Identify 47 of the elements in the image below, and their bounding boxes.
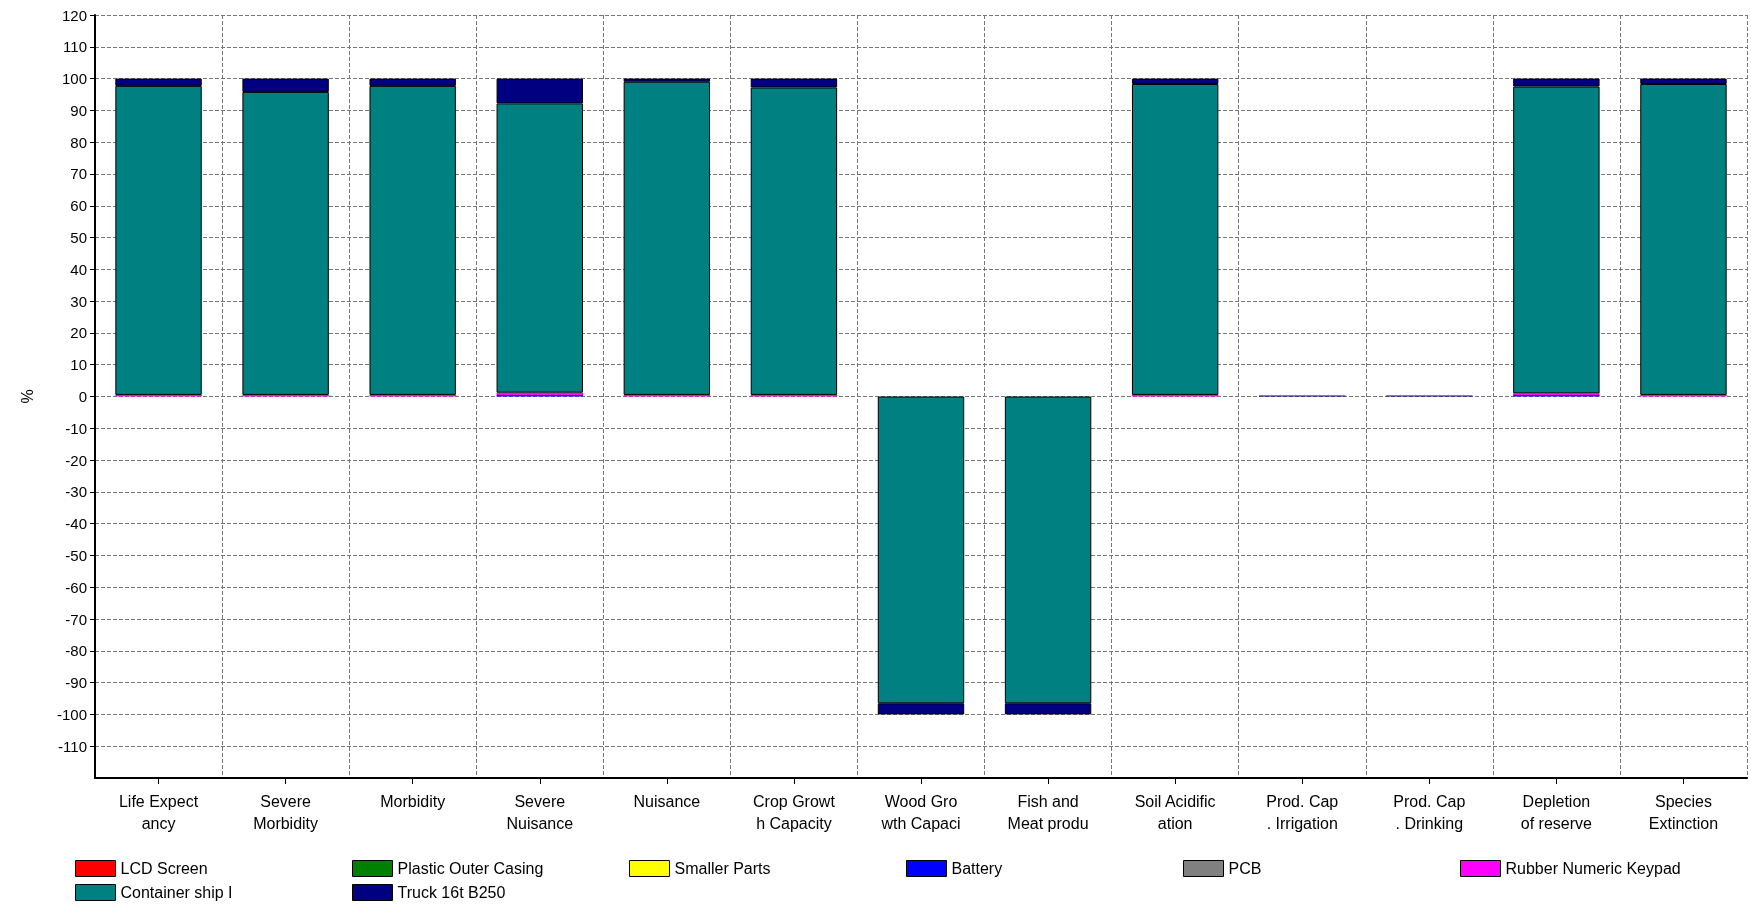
y-tick-label: 60	[70, 197, 87, 215]
x-tick-label: Prod. Cap . Drinking	[1393, 792, 1466, 832]
y-tick-label: -90	[65, 674, 87, 692]
legend-label: Plastic Outer Casing	[397, 860, 544, 877]
y-tick-label: -110	[58, 737, 87, 755]
x-tick-label: Severe Nuisance	[506, 792, 574, 832]
x-tick-label: Nuisance	[633, 792, 701, 810]
x-tick-label: Severe Morbidity	[253, 792, 319, 832]
x-tick-label: Life Expect ancy	[118, 792, 199, 832]
y-tick-label: 90	[70, 101, 87, 119]
y-tick-label: -20	[65, 451, 87, 469]
legend-label: Container ship I	[120, 884, 233, 901]
x-tick-label: Soil Acidific ation	[1134, 792, 1216, 832]
y-tick-label: -10	[65, 419, 87, 437]
y-tick-label: 10	[70, 356, 87, 374]
bar	[623, 81, 711, 395]
y-tick-label: 70	[70, 165, 87, 183]
x-tick-label: Crop Growt h Capacity	[753, 792, 836, 832]
y-tick-label: 20	[70, 324, 87, 342]
legend-label: Battery	[951, 860, 1003, 877]
y-tick-label: 50	[70, 229, 87, 247]
y-tick-label: -30	[65, 483, 87, 501]
y-tick-label: 100	[61, 70, 87, 88]
y-tick-label: -50	[65, 546, 87, 564]
x-tick-label: Fish and Meat produ	[1007, 792, 1089, 832]
y-tick-label: 110	[63, 38, 87, 56]
y-tick-label: -80	[65, 642, 87, 660]
y-tick-label: -40	[65, 515, 87, 533]
y-tick-label: 120	[61, 6, 87, 24]
y-axis-title: %	[18, 389, 36, 404]
legend-label: PCB	[1228, 860, 1262, 877]
legend-label: Rubber Numeric Keypad	[1505, 860, 1681, 877]
x-tick-label: Depletion of reserve	[1520, 792, 1593, 832]
x-tick-label: Wood Gro wth Capaci	[880, 792, 961, 832]
legend-label: LCD Screen	[120, 860, 208, 877]
x-tick-label: Prod. Cap . Irrigation	[1266, 792, 1339, 832]
y-tick-label: 30	[70, 292, 87, 310]
y-tick-label: -70	[65, 610, 87, 628]
y-tick-label: -60	[65, 578, 87, 596]
y-tick-label: 40	[70, 260, 87, 278]
x-tick-label: Morbidity	[380, 792, 446, 810]
y-tick-label: -100	[56, 705, 87, 723]
y-tick-label: 80	[70, 133, 87, 151]
x-tick-label: Species Extinction	[1648, 792, 1719, 832]
legend-label: Truck 16t B250	[397, 884, 506, 901]
y-tick-label: 0	[78, 388, 87, 405]
legend-label: Smaller Parts	[674, 860, 771, 877]
